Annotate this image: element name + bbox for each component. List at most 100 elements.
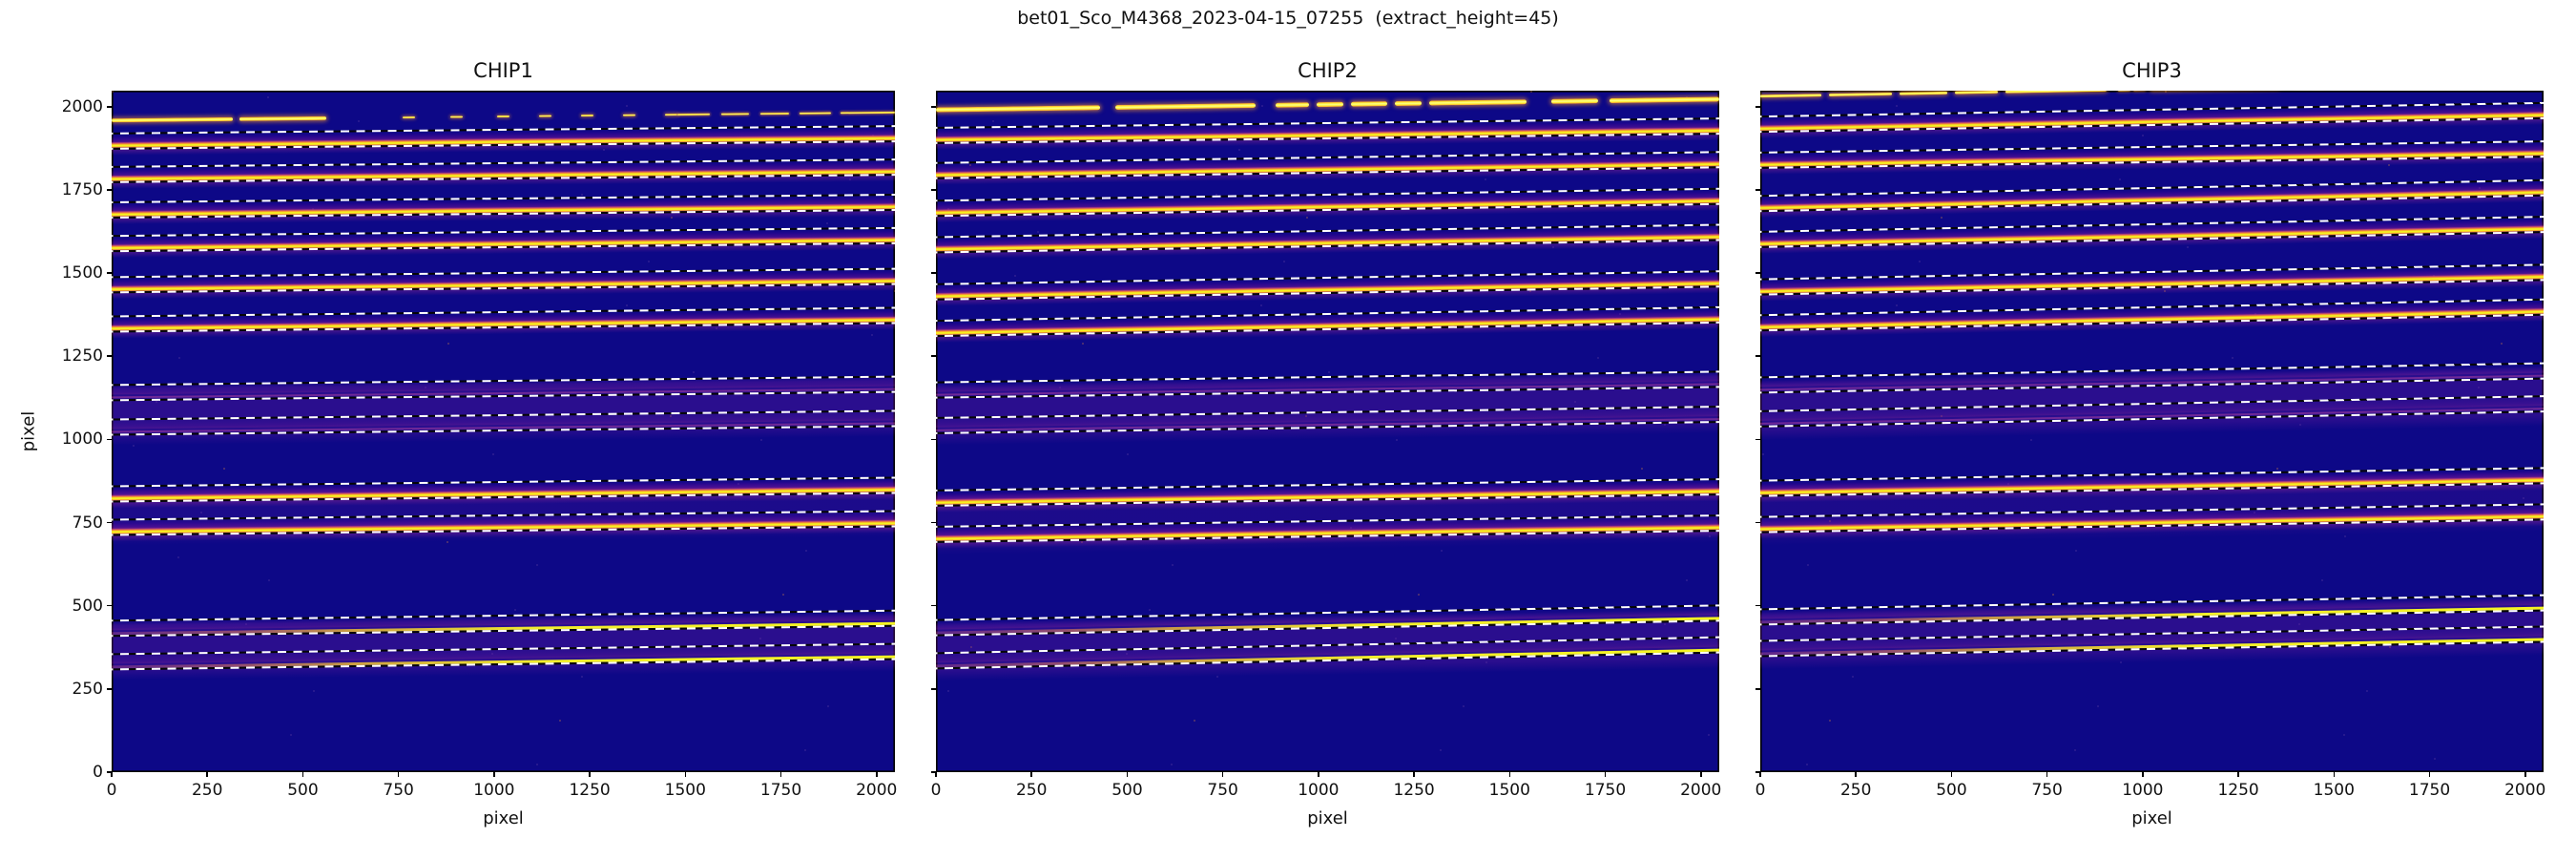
noise-speck xyxy=(1149,608,1152,611)
y-tick-mark xyxy=(107,189,112,191)
y-tick-mark xyxy=(1755,688,1760,690)
noise-speck xyxy=(1260,105,1263,108)
x-tick-mark xyxy=(875,772,878,777)
streak-dot xyxy=(581,114,594,117)
y-tick-mark xyxy=(1755,189,1760,191)
x-tick-mark xyxy=(1759,772,1761,777)
noise-speck xyxy=(804,748,807,751)
y-axis-label: pixel xyxy=(18,410,39,452)
noise-speck xyxy=(424,386,426,388)
y-tick-mark xyxy=(107,604,112,607)
noise-speck xyxy=(177,356,180,359)
noise-speck xyxy=(267,96,270,99)
noise-speck xyxy=(1484,178,1486,181)
y-tick-label: 0 xyxy=(93,763,103,782)
x-tick-label: 0 xyxy=(930,781,942,800)
streak-segment xyxy=(1829,93,1893,97)
y-tick-mark xyxy=(1755,521,1760,524)
noise-speck xyxy=(2232,356,2234,359)
noise-speck xyxy=(1896,105,1899,108)
streak-segment xyxy=(2005,91,2107,94)
x-tick-label: 250 xyxy=(1015,781,1048,800)
noise-speck xyxy=(1305,216,1308,219)
noise-speck xyxy=(1127,453,1130,456)
noise-speck xyxy=(2187,245,2190,248)
noise-speck xyxy=(535,764,538,766)
x-axis-label: pixel xyxy=(483,808,524,828)
y-tick-label: 1000 xyxy=(61,430,103,450)
x-tick-label: 2000 xyxy=(1680,781,1722,800)
order-window xyxy=(1760,262,2544,302)
streak-dot xyxy=(450,115,464,118)
x-tick-label: 1500 xyxy=(1488,781,1530,800)
noise-speck xyxy=(1417,594,1420,597)
x-tick-label: 2000 xyxy=(2504,781,2546,800)
top-saturated-streak xyxy=(112,109,895,125)
figure-title: bet01_Sco_M4368_2023-04-15_07255 (extrac… xyxy=(1017,8,1559,29)
x-tick-label: 750 xyxy=(383,781,414,800)
noise-speck xyxy=(1305,415,1308,418)
x-tick-mark xyxy=(589,772,591,777)
noise-speck xyxy=(2142,135,2145,137)
noise-speck xyxy=(2433,757,2436,760)
x-tick-label: 2000 xyxy=(856,781,898,800)
streak-segment xyxy=(1350,101,1388,107)
y-tick-mark xyxy=(931,355,936,357)
noise-speck xyxy=(536,564,539,567)
y-tick-mark xyxy=(107,355,112,357)
noise-speck xyxy=(1641,468,1644,471)
noise-speck xyxy=(1439,748,1442,751)
noise-speck xyxy=(1618,512,1621,514)
panel-title-chip1: CHIP1 xyxy=(473,59,533,82)
noise-speck xyxy=(1941,216,1943,219)
x-axis-label: pixel xyxy=(1307,808,1348,828)
order-window xyxy=(112,226,895,259)
x-tick-label: 250 xyxy=(191,781,223,800)
y-tick-label: 1500 xyxy=(61,263,103,283)
x-tick-mark xyxy=(206,772,208,777)
noise-speck xyxy=(2500,342,2503,345)
noise-speck xyxy=(1686,578,1689,581)
noise-speck xyxy=(580,193,583,196)
y-tick-mark xyxy=(931,272,936,274)
noise-speck xyxy=(871,333,874,336)
noise-speck xyxy=(491,453,494,456)
noise-speck xyxy=(2298,424,2301,427)
noise-speck xyxy=(2320,578,2323,581)
panel-title-chip2: CHIP2 xyxy=(1298,59,1358,82)
x-tick-label: 1750 xyxy=(1584,781,1627,800)
x-tick-label: 500 xyxy=(1936,781,1967,800)
noise-speck xyxy=(558,720,561,722)
order-window xyxy=(936,186,1719,222)
y-tick-mark xyxy=(931,438,936,441)
noise-speck xyxy=(626,105,629,108)
streak-dot xyxy=(402,115,415,119)
y-tick-mark xyxy=(107,438,112,441)
noise-speck xyxy=(947,690,950,693)
noise-speck xyxy=(1215,675,1218,678)
x-tick-mark xyxy=(2046,772,2048,777)
noise-speck xyxy=(2030,438,2033,441)
y-tick-label: 250 xyxy=(72,679,103,699)
order-window xyxy=(112,266,895,299)
x-axis-label: pixel xyxy=(2131,808,2172,828)
noise-speck xyxy=(782,594,785,597)
noise-speck xyxy=(1895,304,1898,306)
noise-speck xyxy=(648,260,651,262)
y-tick-mark xyxy=(1755,604,1760,607)
x-tick-mark xyxy=(397,772,400,777)
noise-speck xyxy=(1528,289,1531,292)
x-tick-mark xyxy=(684,772,687,777)
x-tick-mark xyxy=(1413,772,1415,777)
noise-speck xyxy=(1126,652,1129,655)
noise-speck xyxy=(1395,438,1398,441)
x-tick-label: 1000 xyxy=(473,781,515,800)
y-tick-mark xyxy=(931,604,936,607)
noise-speck xyxy=(805,550,808,553)
x-tick-mark xyxy=(1604,772,1607,777)
streak-dot xyxy=(2117,91,2130,93)
panel-title-chip3: CHIP3 xyxy=(2122,59,2182,82)
y-tick-label: 1250 xyxy=(61,346,103,367)
x-tick-label: 1750 xyxy=(759,781,802,800)
order-window xyxy=(1760,178,2544,219)
